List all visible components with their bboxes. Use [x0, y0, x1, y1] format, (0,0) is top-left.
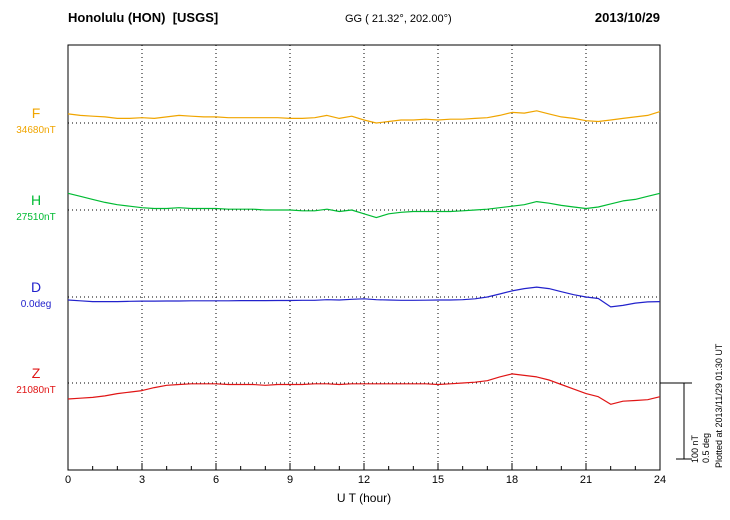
- trace-H: [67, 192, 661, 219]
- station-title: Honolulu (HON) [USGS]: [68, 10, 219, 25]
- series-letter: Z: [31, 365, 41, 381]
- x-tick-label: 24: [653, 474, 667, 486]
- plotted-at-note: Plotted at 2013/11/29 01:30 UT: [714, 343, 724, 468]
- scale-label-deg: 0.5 deg: [701, 432, 711, 463]
- x-tick-label: 0: [64, 474, 72, 486]
- x-tick-label: 3: [138, 474, 146, 486]
- series-letter: D: [30, 279, 42, 295]
- trace-F: [67, 110, 661, 124]
- series-baseline-value: 0.0deg: [20, 299, 52, 310]
- series-label-F: F 34680nT: [8, 106, 64, 138]
- series-baseline-value: 21080nT: [16, 385, 56, 396]
- series-label-H: H 27510nT: [8, 193, 64, 225]
- x-axis-label: U T (hour): [336, 491, 392, 505]
- geographic-coordinates: GG ( 21.32°, 202.00°): [345, 13, 452, 25]
- x-tick-label: 6: [212, 474, 220, 486]
- x-tick-label: 12: [357, 474, 371, 486]
- series-baseline-value: 34680nT: [16, 125, 56, 136]
- series-letter: H: [30, 192, 42, 208]
- series-label-D: D 0.0deg: [8, 280, 64, 312]
- trace-D: [67, 286, 661, 308]
- x-tick-label: 15: [431, 474, 445, 486]
- series-label-Z: Z 21080nT: [8, 366, 64, 398]
- trace-Z: [67, 373, 661, 405]
- x-tick-label: 18: [505, 474, 519, 486]
- observation-date: 2013/10/29: [594, 10, 660, 25]
- series-baseline-value: 27510nT: [16, 212, 56, 223]
- series-letter: F: [31, 105, 41, 121]
- scale-label-nt: 100 nT: [690, 434, 700, 463]
- x-tick-label: 21: [579, 474, 593, 486]
- x-tick-label: 9: [286, 474, 294, 486]
